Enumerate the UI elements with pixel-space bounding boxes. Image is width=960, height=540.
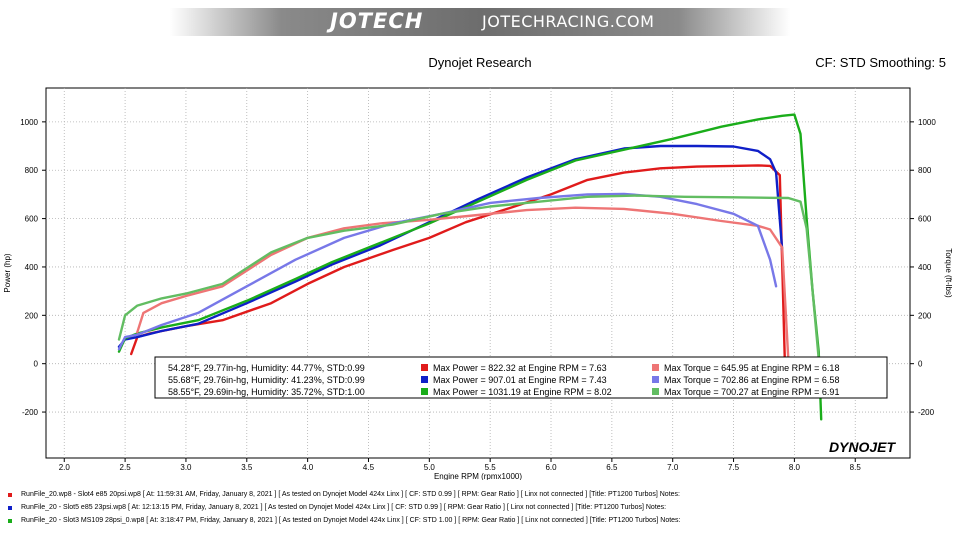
legend-max-torque: Max Torque = 700.27 at Engine RPM = 6.91	[664, 387, 839, 397]
legend-max-power: Max Power = 1031.19 at Engine RPM = 8.02	[433, 387, 612, 397]
dyno-chart: 2.0 2.5 3.0 3.5 4.0 4.5 5.0 5.5 6.0 6.5 7.0 7.5 8.0 8…	[3, 87, 953, 480]
footer-run-info: RunFile_20 - Slot3 MS109 28psi_0.wp8 [ A…	[21, 517, 681, 524]
legend-max-torque: Max Torque = 645.95 at Engine RPM = 6.18	[664, 363, 839, 373]
x-tick-label: 4.5	[363, 463, 375, 472]
x-tick-label: 3.5	[241, 463, 253, 472]
x-tick-label: 3.0	[180, 463, 192, 472]
legend-max-power: Max Power = 822.32 at Engine RPM = 7.63	[433, 363, 607, 373]
correction-factor-label: CF: STD Smoothing: 5	[815, 55, 946, 70]
y-tick-label-left: -200	[22, 408, 39, 417]
x-tick-label: 6.0	[545, 463, 557, 472]
x-tick-label: 8.0	[789, 463, 801, 472]
y-tick-label-left: 600	[25, 215, 39, 224]
x-tick-label: 6.5	[606, 463, 618, 472]
legend-torque-swatch	[652, 376, 659, 383]
y-tick-label-right: 0	[918, 360, 923, 369]
header-banner	[170, 8, 790, 36]
y-tick-label-left: 1000	[20, 118, 38, 127]
x-tick-label: 7.5	[728, 463, 740, 472]
brand-logo-text: JOTECH	[330, 9, 424, 33]
x-tick-label: 7.0	[667, 463, 679, 472]
torque-curve-1	[136, 206, 790, 360]
legend-conditions: 55.68°F, 29.76in-hg, Humidity: 41.23%, S…	[168, 375, 365, 385]
y-tick-label-left: 400	[25, 263, 39, 272]
y-axis-label-left: Power (hp)	[3, 253, 12, 292]
torque-curve-2	[117, 192, 778, 351]
x-tick-label: 8.5	[850, 463, 862, 472]
y-tick-label-left: 800	[25, 166, 39, 175]
y-tick-label-right: 800	[918, 166, 932, 175]
power-curve-3	[117, 113, 823, 421]
legend-max-power: Max Power = 907.01 at Engine RPM = 7.43	[433, 375, 607, 385]
footer-run-info: RunFile_20.wp8 - Slot4 e85 20psi.wp8 [ A…	[21, 491, 680, 498]
x-tick-label: 4.0	[302, 463, 314, 472]
y-tick-label-right: -200	[918, 408, 935, 417]
x-tick-label: 5.5	[485, 463, 497, 472]
x-axis-label: Engine RPM (rpmx1000)	[434, 472, 522, 480]
legend-conditions: 58.55°F, 29.69in-hg, Humidity: 35.72%, S…	[168, 387, 365, 397]
plot-area	[45, 87, 911, 459]
dynojet-watermark: DYNOJET	[829, 439, 897, 455]
legend-torque-swatch	[652, 388, 659, 395]
legend-torque-swatch	[652, 364, 659, 371]
legend-max-torque: Max Torque = 702.86 at Engine RPM = 6.58	[664, 375, 839, 385]
power-curve-2	[117, 144, 784, 348]
footer-run-info: RunFile_20 - Slot5 e85 23psi.wp8 [ At: 1…	[21, 504, 667, 511]
y-tick-label-right: 1000	[918, 118, 936, 127]
footer-run-color-marker	[8, 506, 12, 510]
x-tick-label: 5.0	[424, 463, 436, 472]
y-tick-label-left: 0	[34, 360, 39, 369]
site-url: JOTECHRACING.COM	[482, 12, 655, 31]
legend-box	[154, 356, 888, 399]
y-tick-label-right: 400	[918, 263, 932, 272]
y-tick-label-left: 200	[25, 311, 39, 320]
y-tick-label-right: 600	[918, 215, 932, 224]
torque-curve-3	[117, 194, 820, 360]
x-tick-label: 2.5	[120, 463, 132, 472]
legend-conditions: 54.28°F, 29.77in-hg, Humidity: 44.77%, S…	[168, 363, 365, 373]
y-axis-label-right: Torque (ft-lbs)	[944, 248, 953, 298]
legend-power-swatch	[421, 388, 428, 395]
legend-power-swatch	[421, 376, 428, 383]
x-tick-label: 2.0	[59, 463, 71, 472]
chart-title: Dynojet Research	[428, 55, 532, 70]
footer-run-color-marker	[8, 493, 12, 497]
footer-run-color-marker	[8, 519, 12, 523]
legend-power-swatch	[421, 364, 428, 371]
y-tick-label-right: 200	[918, 311, 932, 320]
